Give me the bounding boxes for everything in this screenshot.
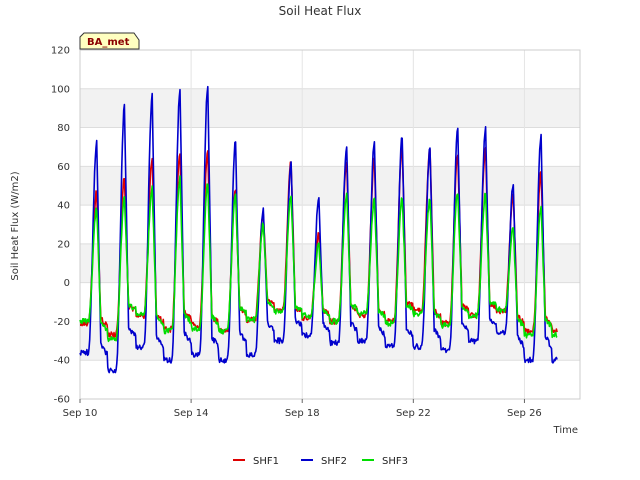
- legend-label-shf2: SHF2: [321, 456, 347, 467]
- site-badge-label: BA_met: [87, 37, 130, 48]
- chart-title: Soil Heat Flux: [279, 4, 362, 18]
- legend-label-shf3: SHF3: [382, 456, 408, 467]
- y-tick-label: 0: [64, 278, 70, 289]
- y-tick-label: 100: [51, 84, 70, 95]
- series-line-shf2: [79, 85, 558, 374]
- x-tick-label: Sep 14: [174, 408, 209, 419]
- site-badge: BA_met: [79, 32, 140, 50]
- y-axis-label: Soil Heat Flux (W/m2): [10, 171, 21, 280]
- y-tick-label: -60: [54, 395, 70, 406]
- plot-band: [80, 243, 580, 283]
- y-tick-label: 40: [57, 201, 70, 212]
- y-tick-label: 120: [51, 46, 70, 57]
- site-badge-box: [79, 32, 140, 50]
- legend: SHF1 SHF2 SHF3: [233, 456, 408, 467]
- x-axis-ticks: Sep 10 Sep 14 Sep 18 Sep 22 Sep 26: [63, 399, 542, 419]
- x-tick-label: Sep 10: [63, 408, 98, 419]
- x-axis-label: Time: [553, 425, 578, 436]
- y-tick-label: 20: [57, 239, 70, 250]
- y-tick-label: -40: [54, 356, 70, 367]
- x-tick-label: Sep 18: [285, 408, 320, 419]
- legend-label-shf1: SHF1: [253, 456, 279, 467]
- y-axis-ticks: -60 -40 -20 0 20 40 60 80 100 120: [51, 46, 70, 406]
- plot-frame: [79, 49, 581, 400]
- series-line-shf3: [79, 175, 558, 343]
- y-tick-label: 80: [57, 123, 70, 134]
- y-tick-label: 60: [57, 162, 70, 173]
- series-lines: [79, 85, 558, 374]
- y-tick-label: -20: [54, 317, 70, 328]
- x-tick-label: Sep 26: [507, 408, 542, 419]
- x-tick-label: Sep 22: [396, 408, 431, 419]
- plot-band: [80, 88, 580, 128]
- plot-band: [80, 166, 580, 206]
